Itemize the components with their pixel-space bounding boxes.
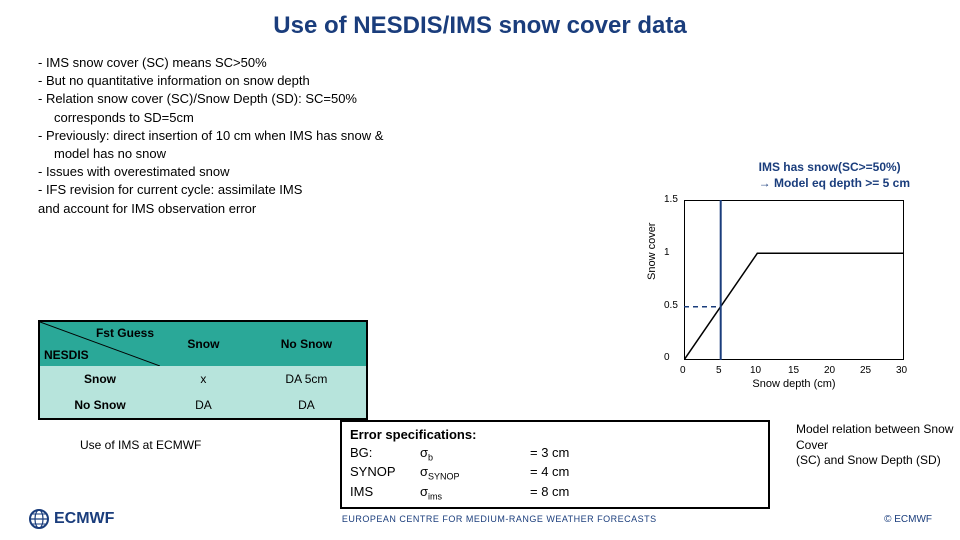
ytick: 1.5 bbox=[664, 194, 678, 205]
footer-center-text: EUROPEAN CENTRE FOR MEDIUM-RANGE WEATHER… bbox=[342, 514, 657, 524]
error-value: = 8 cm bbox=[530, 483, 569, 503]
error-value: = 3 cm bbox=[530, 444, 569, 464]
table-diag-header: Fst Guess NESDIS bbox=[40, 322, 160, 366]
error-label: BG: bbox=[350, 444, 420, 464]
ims-ecmwf-table: Fst Guess NESDIS Snow No Snow Snow x DA … bbox=[38, 320, 368, 420]
chart-caption: Model relation between Snow Cover (SC) a… bbox=[796, 422, 956, 469]
caption-line: Model relation between Snow Cover bbox=[796, 422, 956, 453]
error-title: Error specifications: bbox=[350, 426, 760, 444]
bullet-item: - IFS revision for current cycle: assimi… bbox=[38, 181, 640, 199]
xtick: 30 bbox=[896, 365, 907, 376]
xtick: 15 bbox=[788, 365, 799, 376]
diag-bot-label: NESDIS bbox=[44, 348, 89, 362]
error-row: BG: σb = 3 cm bbox=[350, 444, 760, 464]
chart-plot bbox=[684, 200, 904, 360]
diag-top-label: Fst Guess bbox=[96, 326, 154, 340]
error-row: SYNOP σSYNOP = 4 cm bbox=[350, 463, 760, 483]
error-label: IMS bbox=[350, 483, 420, 503]
xtick: 25 bbox=[860, 365, 871, 376]
bullet-item: - Issues with overestimated snow bbox=[38, 163, 640, 181]
footer: ECMWF EUROPEAN CENTRE FOR MEDIUM-RANGE W… bbox=[0, 508, 960, 530]
error-sigma: σb bbox=[420, 444, 530, 464]
ytick: 0 bbox=[664, 352, 670, 363]
bullet-item: - Relation snow cover (SC)/Snow Depth (S… bbox=[38, 90, 640, 108]
chart-xlabel: Snow depth (cm) bbox=[684, 378, 904, 390]
table-cell: DA 5cm bbox=[247, 366, 366, 392]
chart-annotation: IMS has snow(SC>=50%) → Model eq depth >… bbox=[759, 160, 910, 191]
table-cell: x bbox=[160, 366, 247, 392]
row-label: No Snow bbox=[40, 392, 160, 418]
ytick: 1 bbox=[664, 247, 670, 258]
error-spec-box: Error specifications: BG: σb = 3 cm SYNO… bbox=[340, 420, 770, 509]
error-value: = 4 cm bbox=[530, 463, 569, 483]
globe-icon bbox=[28, 508, 50, 530]
slide-title: Use of NESDIS/IMS snow cover data bbox=[0, 0, 960, 50]
annotation-line: IMS has snow(SC>=50%) bbox=[759, 160, 910, 176]
error-row: IMS σims = 8 cm bbox=[350, 483, 760, 503]
error-sigma: σims bbox=[420, 483, 530, 503]
caption-line: (SC) and Snow Depth (SD) bbox=[796, 453, 956, 469]
bullet-item: and account for IMS observation error bbox=[38, 200, 640, 218]
footer-copyright: © ECMWF bbox=[884, 514, 932, 525]
annotation-line: → Model eq depth >= 5 cm bbox=[759, 176, 910, 192]
row-label: Snow bbox=[40, 366, 160, 392]
xtick: 0 bbox=[680, 365, 686, 376]
bullet-item: - IMS snow cover (SC) means SC>50% bbox=[38, 54, 640, 72]
table-caption: Use of IMS at ECMWF bbox=[80, 438, 201, 452]
chart-curve bbox=[684, 253, 904, 360]
bullet-item: model has no snow bbox=[38, 145, 640, 163]
bullet-item: - Previously: direct insertion of 10 cm … bbox=[38, 127, 640, 145]
bullet-item: - But no quantitative information on sno… bbox=[38, 72, 640, 90]
xtick: 10 bbox=[750, 365, 761, 376]
chart-ylabel: Snow cover bbox=[646, 223, 658, 280]
snow-depth-chart: 0 0.5 1 1.5 0 5 10 15 20 25 30 Snow cove… bbox=[650, 200, 910, 390]
xtick: 20 bbox=[824, 365, 835, 376]
col-header: Snow bbox=[160, 322, 247, 366]
error-label: SYNOP bbox=[350, 463, 420, 483]
ecmwf-logo: ECMWF bbox=[28, 508, 114, 530]
bullet-item: corresponds to SD=5cm bbox=[38, 109, 640, 127]
table-cell: DA bbox=[160, 392, 247, 418]
bullet-list: - IMS snow cover (SC) means SC>50% - But… bbox=[0, 50, 960, 218]
logo-text: ECMWF bbox=[54, 510, 114, 528]
col-header: No Snow bbox=[247, 322, 366, 366]
table-cell: DA bbox=[247, 392, 366, 418]
xtick: 5 bbox=[716, 365, 722, 376]
ytick: 0.5 bbox=[664, 300, 678, 311]
error-sigma: σSYNOP bbox=[420, 463, 530, 483]
